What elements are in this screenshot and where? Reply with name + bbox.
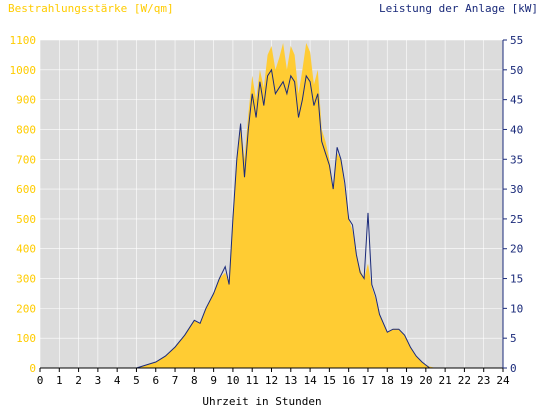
y-right-tick-label: 40 xyxy=(510,123,523,136)
x-tick-label: 22 xyxy=(458,374,471,387)
x-tick-label: 13 xyxy=(284,374,297,387)
y-left-tick-label: 200 xyxy=(16,302,36,315)
left-axis-title: Bestrahlungsstärke [W/qm] xyxy=(8,2,174,15)
x-tick-label: 4 xyxy=(114,374,121,387)
irradiance-area xyxy=(40,43,503,368)
y-left-tick-label: 1100 xyxy=(10,34,37,47)
x-tick-label: 21 xyxy=(439,374,452,387)
x-tick-label: 20 xyxy=(419,374,432,387)
x-axis-title: Uhrzeit in Stunden xyxy=(202,395,321,408)
y-right-tick-label: 55 xyxy=(510,34,523,47)
y-left-tick-label: 900 xyxy=(16,94,36,107)
x-tick-label: 14 xyxy=(303,374,317,387)
x-tick-label: 1 xyxy=(56,374,63,387)
x-tick-label: 5 xyxy=(133,374,140,387)
x-tick-label: 16 xyxy=(342,374,355,387)
y-right-ticks: 0 5 10 15 20 25 30 35 40 45 50 55 xyxy=(503,34,523,375)
x-tick-label: 18 xyxy=(381,374,394,387)
x-tick-label: 2 xyxy=(75,374,82,387)
x-tick-label: 8 xyxy=(191,374,198,387)
y-left-tick-label: 1000 xyxy=(10,64,37,77)
x-tick-label: 23 xyxy=(477,374,490,387)
right-axis-title: Leistung der Anlage [kW] xyxy=(379,2,538,15)
y-right-tick-label: 20 xyxy=(510,243,523,256)
y-left-tick-label: 100 xyxy=(16,332,36,345)
y-left-tick-label: 0 xyxy=(29,362,36,375)
x-tick-label: 12 xyxy=(265,374,278,387)
y-left-tick-label: 400 xyxy=(16,243,36,256)
x-tick-label: 19 xyxy=(400,374,413,387)
y-right-tick-label: 15 xyxy=(510,273,523,286)
y-right-tick-label: 45 xyxy=(510,94,523,107)
x-tick-label: 0 xyxy=(37,374,44,387)
x-tick-label: 10 xyxy=(226,374,239,387)
x-tick-label: 11 xyxy=(246,374,259,387)
y-right-tick-label: 10 xyxy=(510,302,523,315)
y-left-tick-label: 600 xyxy=(16,183,36,196)
x-tick-label: 6 xyxy=(152,374,159,387)
y-right-tick-label: 35 xyxy=(510,153,523,166)
y-left-tick-label: 700 xyxy=(16,153,36,166)
y-left-ticks: 0 100 200 300 400 500 600 700 800 900 1000 1100 xyxy=(10,34,37,375)
x-tick-label: 15 xyxy=(323,374,336,387)
power-line xyxy=(40,68,503,369)
y-right-tick-label: 25 xyxy=(510,213,523,226)
y-right-tick-label: 50 xyxy=(510,64,523,77)
x-tick-label: 9 xyxy=(210,374,217,387)
x-tick-label: 7 xyxy=(172,374,179,387)
y-right-tick-label: 30 xyxy=(510,183,523,196)
x-tick-label: 24 xyxy=(496,374,510,387)
y-left-tick-label: 300 xyxy=(16,273,36,286)
x-tick-label: 17 xyxy=(361,374,374,387)
y-left-tick-label: 500 xyxy=(16,213,36,226)
x-tick-label: 3 xyxy=(95,374,102,387)
x-ticks: 0 1 2 3 4 5 6 7 8 9 10 11 12 13 14 15 16 17 18 19 20 21 22 23 24 xyxy=(37,368,510,387)
y-right-tick-label: 5 xyxy=(510,332,517,345)
y-right-tick-label: 0 xyxy=(510,362,517,375)
y-left-tick-label: 800 xyxy=(16,123,36,136)
